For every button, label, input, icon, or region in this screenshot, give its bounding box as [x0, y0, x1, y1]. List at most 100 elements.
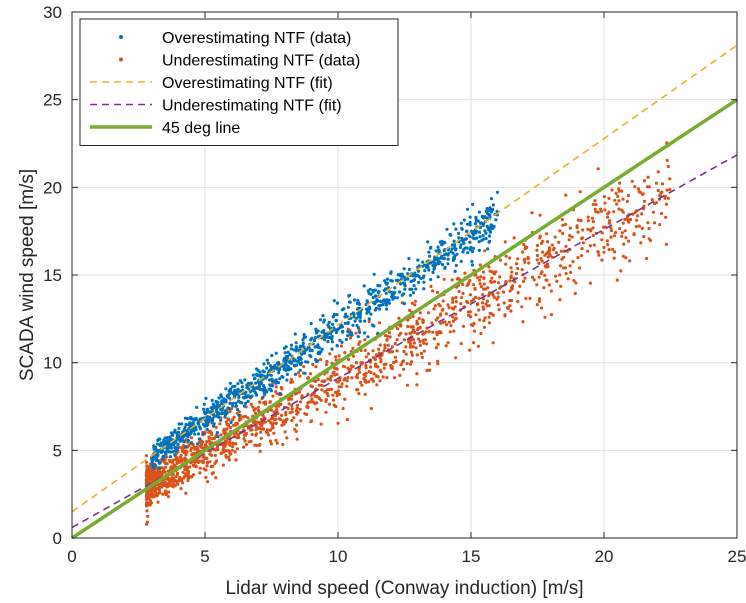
scatter-point — [339, 385, 343, 389]
scatter-point — [407, 267, 411, 272]
scatter-point — [356, 376, 360, 380]
scatter-point — [390, 292, 394, 296]
scatter-point — [458, 245, 462, 250]
scatter-point — [259, 436, 263, 440]
scatter-point — [168, 455, 172, 459]
scatter-point — [295, 437, 299, 441]
scatter-point — [496, 295, 500, 299]
scatter-point — [165, 446, 169, 450]
scatter-point — [629, 217, 633, 222]
scatter-point — [237, 399, 241, 403]
scatter-point — [377, 321, 382, 325]
scatter-point — [232, 423, 236, 427]
scatter-point — [231, 441, 235, 445]
scatter-point — [402, 338, 406, 342]
scatter-point — [482, 282, 486, 286]
scatter-point — [219, 433, 223, 437]
scatter-point — [369, 365, 373, 369]
scatter-point — [477, 240, 481, 244]
scatter-point — [180, 422, 184, 426]
scatter-point — [377, 290, 381, 294]
scatter-point — [403, 287, 407, 291]
scatter-point — [535, 258, 539, 262]
scatter-point — [315, 407, 319, 411]
scatter-point — [521, 279, 526, 283]
scatter-point — [362, 373, 366, 377]
scatter-point — [650, 198, 654, 202]
scatter-point — [451, 300, 455, 304]
legend-label-under-data: Underestimating NTF (data) — [162, 53, 360, 70]
scatter-point — [175, 448, 179, 452]
scatter-point — [326, 340, 330, 344]
scatter-point — [162, 483, 166, 487]
scatter-point — [468, 235, 472, 239]
scatter-point — [481, 301, 485, 305]
scatter-point — [161, 449, 165, 453]
scatter-point — [434, 318, 438, 322]
scatter-point — [187, 444, 191, 448]
scatter-point — [377, 304, 381, 308]
scatter-point — [485, 224, 489, 228]
scatter-point — [245, 383, 249, 387]
scatter-point — [376, 365, 380, 369]
scatter-point — [552, 248, 556, 252]
scatter-point — [426, 311, 431, 315]
scatter-point — [600, 238, 604, 242]
scatter-point — [189, 422, 193, 426]
scatter-point — [224, 442, 228, 446]
scatter-point — [297, 358, 301, 362]
scatter-point — [177, 422, 181, 426]
scatter-point — [371, 379, 375, 383]
scatter-point — [334, 355, 338, 359]
scatter-point — [296, 371, 300, 375]
scatter-point — [163, 480, 167, 485]
scatter-point — [488, 207, 492, 211]
scatter-point — [484, 237, 488, 241]
x-tick-label: 5 — [200, 547, 209, 566]
scatter-point — [549, 289, 554, 293]
scatter-point — [242, 404, 246, 408]
scatter-point — [372, 324, 376, 328]
scatter-point — [242, 395, 246, 399]
scatter-point — [255, 367, 259, 371]
scatter-point — [350, 376, 354, 380]
scatter-point — [479, 331, 483, 336]
scatter-point — [509, 309, 513, 313]
scatter-point — [479, 275, 483, 279]
scatter-point — [217, 396, 221, 400]
scatter-point — [385, 307, 389, 311]
scatter-point — [537, 297, 542, 301]
scatter-point — [480, 214, 484, 218]
scatter-point — [341, 406, 345, 411]
scatter-point — [269, 373, 273, 377]
scatter-point — [593, 207, 597, 211]
scatter-point — [298, 374, 302, 378]
scatter-point — [446, 257, 450, 261]
scatter-point — [386, 343, 390, 347]
scatter-point — [444, 344, 448, 348]
scatter-point — [195, 405, 199, 409]
scatter-point — [189, 431, 193, 435]
scatter-point — [410, 353, 414, 357]
scatter-point — [303, 371, 307, 375]
scatter-point — [320, 347, 324, 351]
scatter-point — [263, 420, 267, 424]
scatter-point — [417, 337, 421, 341]
scatter-point — [474, 295, 478, 299]
scatter-point — [398, 373, 402, 377]
scatter-point — [346, 327, 350, 331]
scatter-point — [190, 417, 194, 421]
scatter-point — [373, 357, 377, 362]
scatter-point — [367, 310, 371, 314]
scatter-point — [176, 482, 180, 486]
scatter-point — [290, 407, 294, 411]
scatter-point — [302, 365, 306, 369]
scatter-point — [344, 337, 348, 342]
scatter-point — [331, 398, 336, 402]
scatter-point — [345, 384, 349, 388]
scatter-point — [421, 260, 425, 264]
scatter-point — [564, 244, 568, 248]
scatter-point — [214, 448, 218, 452]
scatter-point — [266, 428, 270, 432]
scatter-point — [436, 316, 440, 320]
